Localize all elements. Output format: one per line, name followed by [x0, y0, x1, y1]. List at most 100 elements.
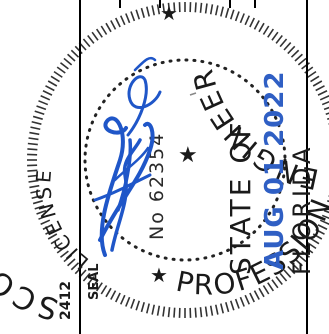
seal-tick: [271, 279, 279, 289]
seal-tick: [204, 3, 208, 14]
seal-tick: [82, 38, 91, 48]
seal-tick: [125, 296, 131, 307]
seal-tick: [28, 137, 39, 141]
seal-tick: [60, 62, 69, 70]
seal-tick: [38, 214, 49, 220]
seal-tick: [321, 214, 329, 220]
seal-tick: [91, 31, 99, 41]
seal-tick: [253, 290, 260, 300]
seal-tick: [130, 298, 136, 309]
seal-tick: [294, 258, 303, 267]
seal-tick: [294, 53, 303, 62]
seal-tick: [70, 49, 80, 58]
seal-tick: [105, 22, 112, 33]
seal-tick: [275, 35, 283, 44]
seal-tick: [38, 100, 49, 106]
seal-tick: [267, 282, 275, 292]
seal-tick: [173, 307, 176, 318]
seal-tick: [40, 95, 51, 101]
seal-tick: [249, 292, 255, 303]
seal-tick: [110, 290, 117, 300]
seal-tick: [67, 53, 76, 62]
seal-tick: [317, 90, 328, 96]
seal-tick: [209, 305, 214, 316]
seal-tick: [244, 15, 250, 26]
top-star-icon: ★: [160, 1, 178, 25]
seal-tick: [91, 279, 99, 289]
seal-tick: [140, 7, 145, 18]
seal-tick: [290, 49, 300, 58]
seal-tick: [74, 265, 83, 275]
seal-tick: [325, 112, 329, 116]
seal-tick: [63, 57, 73, 66]
seal-tick: [315, 85, 325, 92]
seal-tick: [50, 237, 60, 245]
seal-tick: [310, 237, 320, 245]
grey-mark: [189, 92, 197, 96]
seal-tick: [258, 287, 265, 298]
seal-tick: [115, 17, 121, 28]
seal-tick: [249, 17, 255, 28]
seal-tick: [301, 250, 310, 258]
seal-tick: [199, 2, 203, 13]
seal-tick: [95, 28, 103, 38]
seal-tick: [290, 262, 300, 271]
seal-tick: [275, 276, 283, 285]
seal-tick: [56, 246, 66, 254]
seal-tick: [135, 300, 141, 311]
seal-tick: [45, 85, 55, 92]
seal-tick: [29, 184, 40, 189]
seal-tick: [50, 75, 60, 83]
seal-tick: [312, 233, 323, 240]
seal-tick: [220, 6, 224, 17]
seal-tick: [307, 242, 317, 250]
seal-tick: [229, 300, 235, 311]
center-star-icon: ★: [178, 143, 198, 168]
outer-tick-ring: [27, 2, 329, 318]
seal-tick: [225, 302, 230, 313]
seal-tick: [110, 20, 117, 30]
seal-tick: [120, 15, 126, 26]
state-line-2: FLORIDA: [288, 144, 316, 275]
seal-tick: [67, 258, 76, 267]
seal-tick: [301, 62, 310, 70]
seal-tick: [74, 45, 83, 55]
seal-tick: [225, 7, 230, 18]
seal-tick: [27, 174, 38, 178]
seal-tick: [297, 57, 307, 66]
seal-tick: [28, 179, 39, 183]
seal-tick: [307, 70, 317, 78]
state-line-1: STATE OF: [224, 119, 257, 275]
seal-tick: [167, 2, 171, 13]
seal-tick: [204, 306, 208, 317]
seal-tick: [105, 287, 112, 298]
seal-tick: [27, 142, 38, 146]
seal-tick: [319, 95, 329, 101]
seal-tick: [87, 35, 95, 44]
seal-tick: [262, 25, 270, 35]
seal-tick: [323, 106, 329, 111]
seal-tick: [214, 304, 219, 315]
seal-tick: [42, 90, 53, 96]
seal-tick: [325, 204, 329, 208]
seal-tick: [297, 254, 307, 263]
seal-tick: [253, 20, 260, 30]
seal-tick: [209, 4, 214, 15]
seal-tick: [151, 304, 156, 315]
seal-tick: [130, 11, 136, 22]
seal-tick: [279, 272, 288, 282]
seal-tick: [317, 224, 328, 230]
seal-tick: [140, 302, 145, 313]
seal-tick: [279, 38, 288, 48]
seal-tick: [304, 66, 314, 74]
seal-tick: [244, 294, 250, 305]
seal-tick: [162, 3, 166, 14]
seal-tick: [214, 5, 219, 16]
seal-tick: [194, 2, 197, 13]
seal-tick: [27, 148, 38, 151]
seal-tick: [70, 262, 80, 271]
seal-tick: [194, 307, 197, 318]
seal-tick: [40, 219, 51, 225]
signature-image: [93, 56, 162, 257]
seal-tick: [82, 272, 91, 282]
